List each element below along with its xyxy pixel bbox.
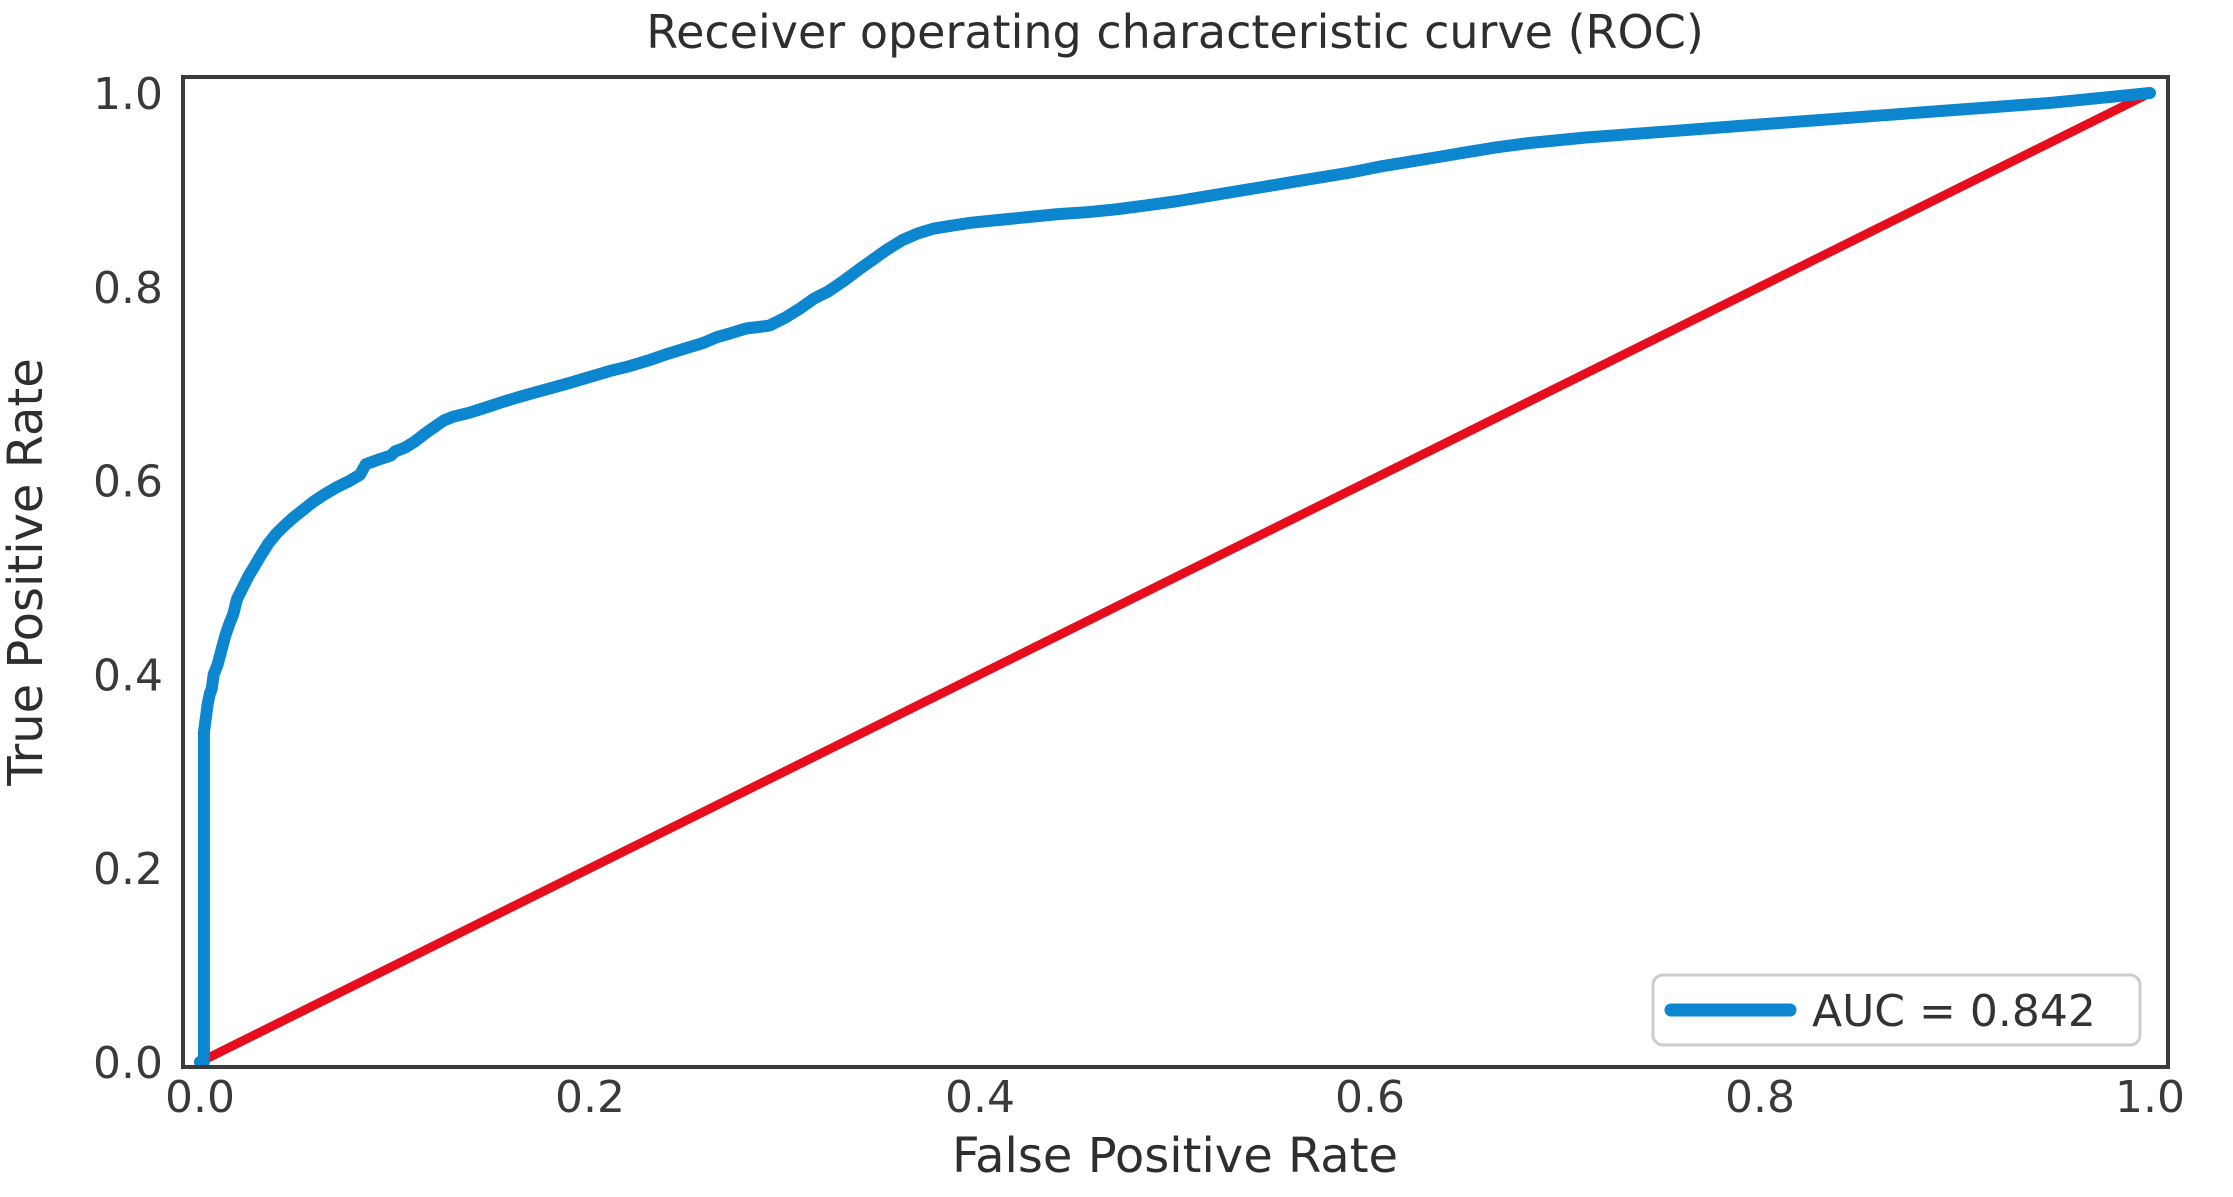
y-tick-label: 0.8 (93, 263, 163, 314)
legend-label: AUC = 0.842 (1812, 986, 2096, 1037)
y-tick-label: 0.6 (93, 457, 163, 508)
legend-box (1651, 973, 2142, 1047)
legend: AUC = 0.842 (1651, 973, 2142, 1047)
x-tick-labels: 0.0 0.2 0.4 0.6 0.8 1.0 (165, 1072, 2185, 1123)
x-tick-label: 0.0 (165, 1072, 235, 1123)
y-axis-label: True Positive Rate (0, 358, 54, 787)
y-tick-label: 1.0 (93, 69, 163, 120)
x-axis-label: False Positive Rate (952, 1128, 1398, 1184)
x-tick-label: 0.2 (555, 1072, 625, 1123)
y-tick-labels: 0.0 0.2 0.4 0.6 0.8 1.0 (93, 69, 163, 1089)
chart-title: Receiver operating characteristic curve … (646, 5, 1704, 59)
y-tick-label: 0.2 (93, 844, 163, 895)
axes-spines (181, 75, 2170, 1069)
y-tick-label: 0.0 (93, 1038, 163, 1089)
x-tick-label: 0.4 (945, 1072, 1015, 1123)
chance-line (195, 88, 2155, 1067)
x-tick-label: 0.6 (1335, 1072, 1405, 1123)
x-tick-label: 0.8 (1725, 1072, 1795, 1123)
y-tick-label: 0.4 (93, 650, 163, 701)
x-tick-label: 1.0 (2115, 1072, 2185, 1123)
roc-curve (194, 87, 2156, 1068)
